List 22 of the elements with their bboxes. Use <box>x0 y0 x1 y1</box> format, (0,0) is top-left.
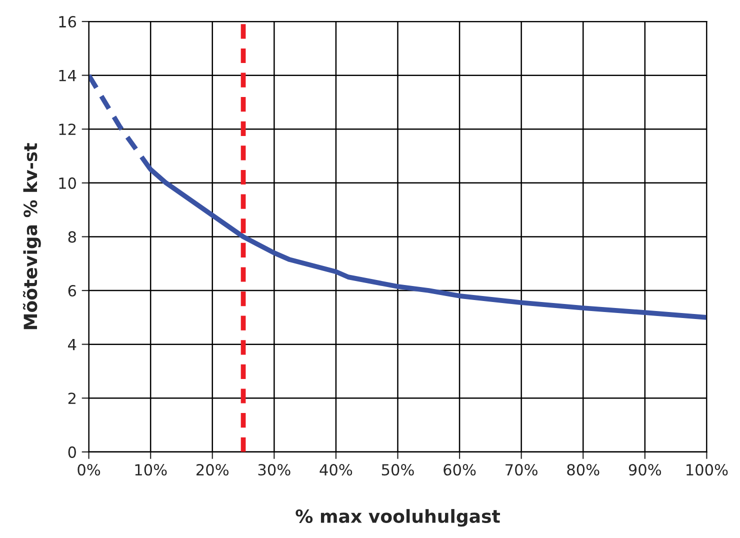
y-tick-label: 2 <box>68 392 76 404</box>
y-tick-label: 12 <box>59 124 76 135</box>
x-tick-label: 0% <box>78 464 100 476</box>
y-tick-label: 10 <box>59 177 76 189</box>
x-tick-label: 90% <box>628 464 662 476</box>
x-axis-title: % max vooluhulgast <box>296 509 500 527</box>
x-tick-label: 20% <box>196 464 229 476</box>
y-tick-label: 0 <box>68 446 76 458</box>
y-tick-label: 6 <box>68 284 76 297</box>
y-tick-label: 8 <box>68 231 76 243</box>
x-tick-label: 10% <box>135 464 167 476</box>
x-tick-label: 40% <box>320 464 352 476</box>
y-tick-label: 16 <box>59 16 76 28</box>
x-tick-label: 60% <box>444 464 476 476</box>
y-axis-title: Mõõteviga % kv-st <box>22 143 41 330</box>
x-tick-label: 30% <box>258 464 290 476</box>
y-tick-label: 14 <box>59 70 76 82</box>
y-tick-label: 4 <box>68 338 76 350</box>
x-tick-label: 50% <box>382 464 414 476</box>
x-tick-label: 70% <box>506 464 538 476</box>
x-tick-label: 100% <box>686 464 728 476</box>
x-tick-label: 80% <box>567 464 600 476</box>
